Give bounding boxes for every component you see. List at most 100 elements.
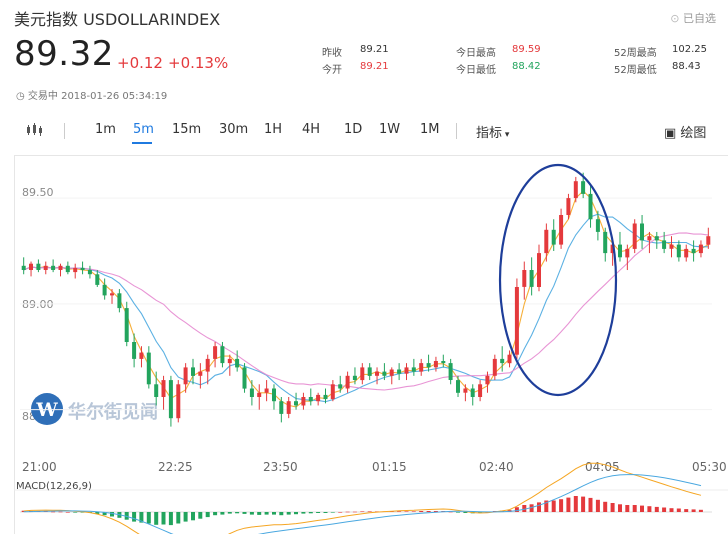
candle-body <box>397 369 402 374</box>
candle-body <box>242 367 247 389</box>
macd-bar <box>404 511 409 512</box>
price-change: +0.12 <box>117 54 163 72</box>
macd-bar <box>551 500 556 512</box>
stat-value: 102.25 <box>672 44 707 55</box>
candle-body <box>669 244 674 249</box>
macd-bar <box>559 499 564 512</box>
ma-line-3 <box>23 232 709 391</box>
candle-body <box>625 248 630 258</box>
macd-bar <box>301 512 306 514</box>
candle-body <box>110 293 114 296</box>
candle-body <box>463 388 468 393</box>
candle-body <box>706 236 711 245</box>
y-tick-label: 89.50 <box>22 186 54 199</box>
interval-tab-5m[interactable]: 5m <box>133 122 154 137</box>
macd-bar <box>338 512 343 513</box>
macd-bar <box>294 512 298 515</box>
interval-tab-30m[interactable]: 30m <box>219 122 249 137</box>
ma-line-1 <box>23 190 709 408</box>
candlestick-type-icon[interactable] <box>26 123 44 141</box>
candle-body <box>360 367 365 381</box>
draw-tool-button[interactable]: ▣ 绘图 <box>664 122 706 141</box>
candle-body <box>448 363 453 380</box>
macd-bar <box>242 512 247 514</box>
candle-body <box>330 384 335 400</box>
candle-body <box>36 263 41 270</box>
macd-bar <box>478 512 483 513</box>
watermark-text: 华尔街见闻 <box>68 402 158 423</box>
macd-bar <box>146 512 151 524</box>
interval-tab-1m[interactable]: 1m <box>95 122 116 137</box>
candle-body <box>139 352 144 359</box>
active-tab-underline <box>132 142 152 144</box>
interval-tab-4h[interactable]: 4H <box>302 122 321 137</box>
candle-body <box>419 363 424 372</box>
macd-bar <box>662 507 667 512</box>
check-icon: ⊙ <box>670 12 683 25</box>
macd-bar <box>102 512 107 516</box>
macd-bar <box>448 511 453 513</box>
macd-bar <box>257 512 262 515</box>
stat-label: 今日最高 <box>456 48 496 59</box>
macd-bar <box>154 512 159 525</box>
interval-tab-15m[interactable]: 15m <box>172 122 202 137</box>
candle-body <box>640 223 644 241</box>
toolbar-divider <box>456 123 457 139</box>
macd-bar <box>316 512 321 513</box>
candle-body <box>618 244 622 258</box>
macd-bar <box>110 512 114 517</box>
chart-toolbar: 1m 5m 15m 30m 1H 4H 1D 1W 1M 指标 ▾ ▣ 绘图 <box>14 118 714 144</box>
candle-body <box>500 358 505 364</box>
macd-bar <box>456 512 460 513</box>
macd-bar <box>176 512 181 524</box>
candle-body <box>213 346 218 359</box>
candle-body <box>514 287 519 355</box>
interval-tab-1h[interactable]: 1H <box>264 122 283 137</box>
macd-bar <box>51 511 56 513</box>
ma-line-2 <box>23 213 709 403</box>
candle-body <box>559 215 564 245</box>
stat-value: 89.21 <box>360 61 389 72</box>
candle-body <box>588 193 593 220</box>
candle-body <box>529 270 534 287</box>
macd-bar <box>419 511 424 512</box>
candle-body <box>286 401 291 414</box>
candle-body <box>603 231 608 254</box>
candle-body <box>411 367 416 372</box>
interval-tab-1d[interactable]: 1D <box>344 122 363 137</box>
macd-bar <box>691 509 696 512</box>
macd-bar <box>625 505 630 512</box>
candle-body <box>338 384 343 389</box>
indicators-dropdown[interactable]: 指标 ▾ <box>476 122 509 141</box>
candle-body <box>404 367 409 374</box>
x-tick-label: 05:30 <box>692 460 727 474</box>
macd-bar <box>330 512 335 513</box>
candle-body <box>426 363 431 368</box>
macd-bar <box>610 503 615 512</box>
macd-bar <box>352 511 357 513</box>
macd-bar <box>669 508 674 512</box>
candle-body <box>124 308 129 342</box>
interval-tab-1m[interactable]: 1M <box>420 122 440 137</box>
highlight-ellipse <box>498 163 618 397</box>
macd-bar <box>618 504 622 512</box>
macd-bar <box>397 511 402 512</box>
candle-body <box>264 388 269 393</box>
candle-body <box>132 342 137 359</box>
candle-body <box>456 380 460 393</box>
chart-area[interactable] <box>14 155 728 534</box>
candle-body <box>146 352 151 385</box>
stat-label: 今开 <box>322 65 342 76</box>
x-tick-label: 21:00 <box>22 460 57 474</box>
draw-label: 绘图 <box>680 126 707 141</box>
macd-bar <box>264 512 269 515</box>
macd-bar <box>345 511 350 513</box>
macd-bar <box>213 512 218 516</box>
candle-body <box>610 244 615 254</box>
interval-tab-1w[interactable]: 1W <box>379 122 401 137</box>
macd-bar <box>124 512 129 520</box>
macd-label: MACD(12,26,9) <box>16 481 92 492</box>
macd-bar <box>272 512 276 515</box>
follow-status[interactable]: ⊙ 已自选 <box>670 10 716 26</box>
macd-bar <box>235 512 240 514</box>
